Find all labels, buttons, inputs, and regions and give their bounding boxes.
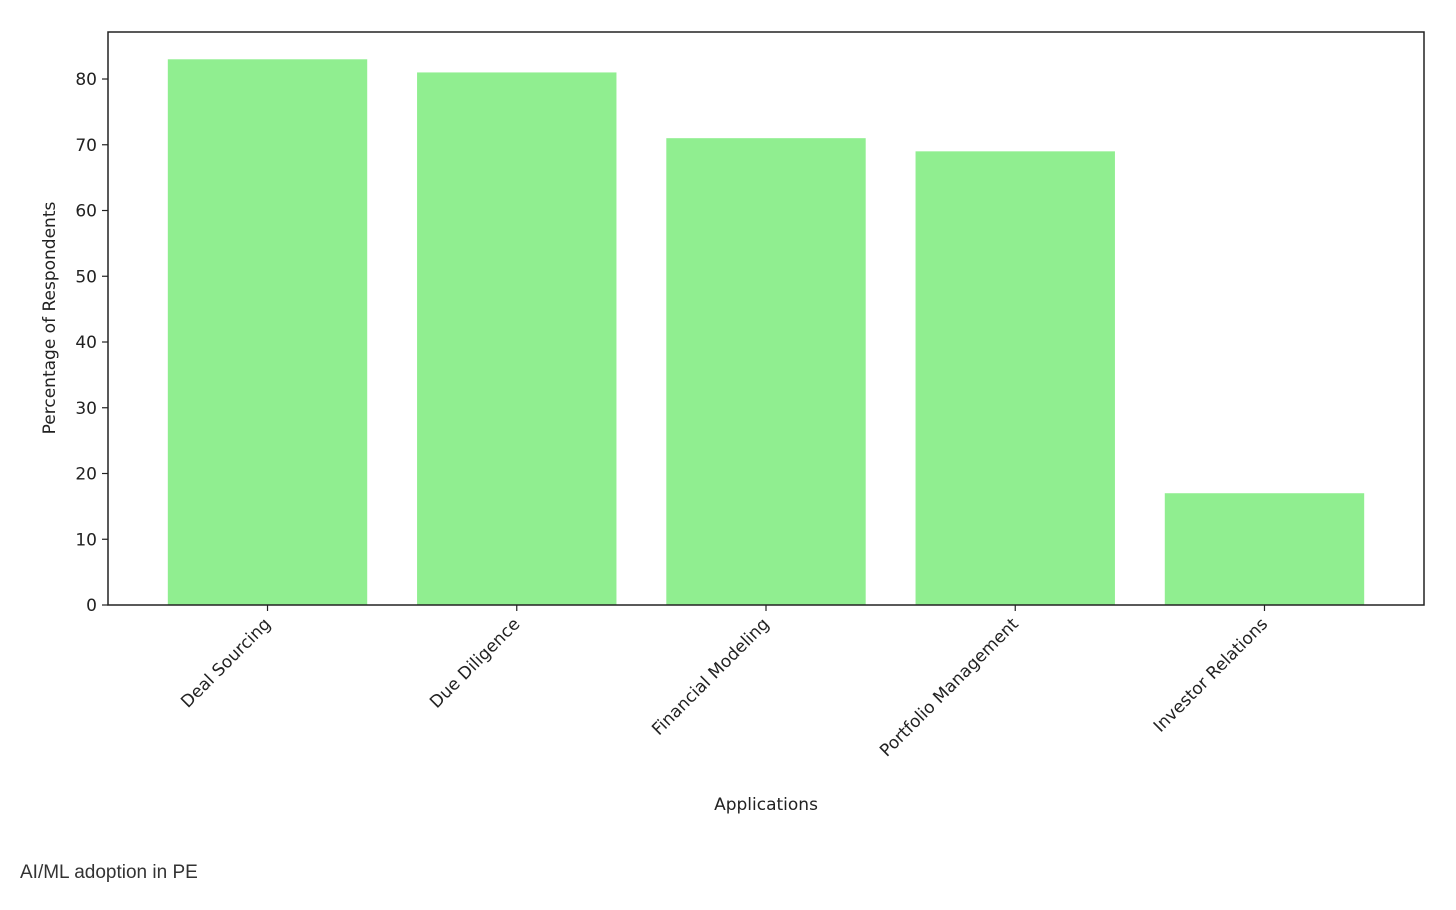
- bar: [167, 59, 368, 606]
- bar: [417, 72, 617, 606]
- y-tick-label: 80: [75, 70, 97, 90]
- bar: [915, 151, 1115, 605]
- x-tick-label: Financial Modeling: [648, 614, 773, 739]
- y-axis-label: Percentage of Respondents: [40, 202, 60, 435]
- chart: Applications Percentage of Respondents 0…: [40, 31, 1425, 815]
- y-tick-label: 20: [75, 465, 97, 485]
- x-axis-label: Applications: [714, 795, 818, 815]
- bar: [666, 138, 866, 606]
- caption: AI/ML adoption in PE: [20, 862, 198, 883]
- y-tick-label: 10: [75, 530, 97, 550]
- y-tick-label: 70: [75, 136, 97, 156]
- plot-frame: [107, 31, 1425, 606]
- bar: [1164, 493, 1365, 605]
- y-tick-label: 50: [75, 267, 97, 287]
- y-tick-label: 60: [75, 202, 97, 222]
- y-tick-label: 0: [86, 596, 97, 616]
- y-tick-label: 30: [75, 399, 97, 419]
- y-tick-label: 40: [75, 333, 97, 353]
- x-tick-label: Portfolio Management: [876, 614, 1023, 761]
- x-tick-label: Deal Sourcing: [177, 614, 275, 712]
- x-tick-label: Due Diligence: [426, 614, 524, 712]
- x-tick-label: Investor Relations: [1150, 614, 1272, 736]
